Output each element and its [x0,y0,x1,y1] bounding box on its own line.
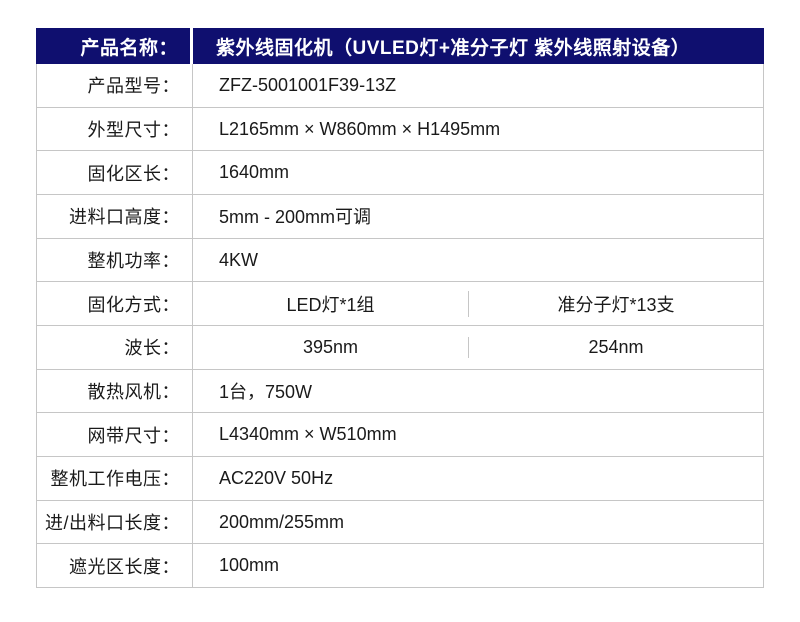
row-working-voltage: 整机工作电压： AC220V 50Hz [37,457,763,501]
row-value-group: LED灯*1组 准分子灯*13支 [193,282,763,325]
row-value-left: 395nm [193,336,469,358]
row-label: 遮光区长度： [37,544,193,588]
row-total-power: 整机功率： 4KW [37,238,763,283]
row-label: 进/出料口长度： [37,500,193,544]
row-value: 1640mm [219,162,290,183]
row-value-left: LED灯*1组 [193,290,469,317]
row-value-right: 254nm [588,336,644,357]
row-label: 整机工作电压： [37,457,193,500]
row-label: 网带尺寸： [37,413,193,457]
row-label: 进料口高度： [37,195,193,238]
row-inlet-outlet-length: 进/出料口长度： 200mm/255mm [37,500,763,545]
row-product-model: 产品型号： ZFZ-5001001F39-13Z [37,64,763,108]
table-header-row: 产品名称： 紫外线固化机（UVLED灯+准分子灯 紫外线照射设备） [36,28,764,64]
row-curing-zone-length: 固化区长： 1640mm [37,151,763,196]
row-value: ZFZ-5001001F39-13Z [219,74,397,95]
row-label: 固化区长： [37,151,193,195]
row-label: 固化方式： [37,282,193,326]
row-value: AC220V 50Hz [219,467,334,488]
row-wavelength: 波长： 395nm 254nm [37,326,763,370]
row-label: 波长： [37,326,193,369]
row-value: L4340mm × W510mm [219,424,397,445]
product-name-label: 产品名称： [36,28,193,64]
row-curing-method: 固化方式： LED灯*1组 准分子灯*13支 [37,282,763,327]
product-name-value: 紫外线固化机（UVLED灯+准分子灯 紫外线照射设备） [216,37,691,59]
row-value: 100mm [219,555,280,576]
row-value: 1台，750W [219,382,313,403]
row-cooling-fan: 散热风机： 1台，750W [37,369,763,414]
row-feed-inlet-height: 进料口高度： 5mm - 200mm可调 [37,195,763,239]
product-spec-table: 产品名称： 紫外线固化机（UVLED灯+准分子灯 紫外线照射设备） 产品型号： … [36,28,764,588]
table-body: 产品型号： ZFZ-5001001F39-13Z 外型尺寸： L2165mm ×… [36,64,764,588]
row-label: 散热风机： [37,369,193,413]
row-mesh-belt-size: 网带尺寸： L4340mm × W510mm [37,413,763,458]
row-value: 200mm/255mm [219,511,345,532]
row-value-right: 准分子灯*13支 [557,294,675,315]
row-label: 外型尺寸： [37,107,193,151]
row-label: 整机功率： [37,238,193,282]
row-value: L2165mm × W860mm × H1495mm [219,118,501,139]
row-value-group: 395nm 254nm [193,326,763,369]
row-label: 产品型号： [37,64,193,107]
row-value: 4KW [219,249,259,270]
row-value: 5mm - 200mm可调 [219,207,372,228]
row-shading-zone-length: 遮光区长度： 100mm [37,544,763,588]
row-dimensions: 外型尺寸： L2165mm × W860mm × H1495mm [37,107,763,152]
